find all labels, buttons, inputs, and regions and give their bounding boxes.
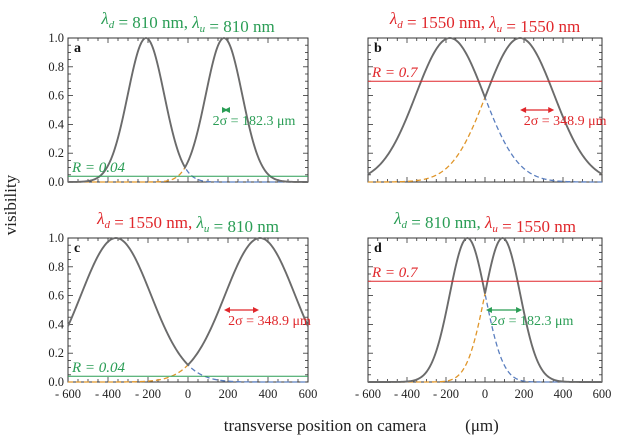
plot-frame [367, 37, 603, 183]
x-tick-label: 400 [259, 387, 278, 401]
y-tick-label: 0.6 [48, 89, 64, 103]
title-part: = 1550 nm [502, 17, 580, 36]
title-subscript: d [104, 219, 110, 231]
x-axis-unit: (μm) [465, 416, 499, 435]
title-part: λ [484, 213, 492, 232]
x-tick-label: 600 [593, 387, 612, 401]
r-threshold-label: R = 0.04 [71, 360, 126, 376]
r-threshold-label: R = 0.04 [71, 160, 126, 176]
width-annotation-label: 2σ = 348.9 μm [524, 114, 607, 129]
title-part: λ [196, 213, 204, 232]
title-part: λ [191, 13, 199, 32]
panel-title: λd = 810 nm, λu = 810 nm [100, 9, 274, 36]
gaussian-curve-blue [68, 37, 308, 183]
title-subscript: u [492, 223, 498, 235]
title-subscript: u [497, 23, 503, 35]
panel-title: λd = 810 nm, λu = 1550 nm [393, 209, 576, 236]
title-part: = 810 nm, [114, 13, 192, 32]
x-axis-label-text: transverse position on camera [224, 416, 427, 435]
title-part: = 1550 nm, [403, 13, 490, 32]
x-tick-label: - 600 [55, 387, 81, 401]
width-arrow-head-right [222, 107, 228, 113]
x-tick-label: 400 [554, 387, 573, 401]
gaussian-curve-orange [368, 37, 603, 183]
plot-frame [367, 237, 603, 383]
y-tick-label: 0.0 [48, 175, 64, 189]
title-subscript: u [200, 23, 206, 35]
title-part: λ [100, 9, 108, 28]
sum-curve-gray [367, 37, 603, 175]
width-arrow-head-left [485, 307, 492, 313]
y-tick-label: 0.6 [48, 289, 64, 303]
panel-a: 0.0 0.2 0.4 0.6 0.8 1.0 R = 0.04 a λd = 810 nm, … [48, 9, 309, 189]
panel-c: 0.0 0.2 0.4 0.6 0.8 1.0 - 600 - 400 - 200 0 200 400… [48, 209, 317, 401]
sum-curve-gray [368, 237, 602, 383]
title-subscript: d [401, 219, 407, 231]
y-tick-label: 0.2 [48, 346, 64, 360]
x-tick-label: 0 [185, 387, 191, 401]
x-tick-label: - 400 [95, 387, 121, 401]
y-tick-label: 0.2 [48, 146, 64, 160]
width-arrow-head-right [548, 107, 555, 113]
gaussian-curve-blue [368, 237, 602, 383]
sum-curve-gray [68, 37, 308, 183]
x-tick-label: - 400 [394, 387, 420, 401]
x-tick-label: - 200 [135, 387, 161, 401]
title-part: λ [389, 9, 397, 28]
x-tick-label: - 200 [433, 387, 459, 401]
width-arrow-head-left [520, 107, 527, 113]
title-subscript: u [204, 223, 210, 235]
panel-letter: d [374, 241, 382, 256]
y-tick-label: 0.4 [48, 317, 64, 331]
panel-title: λd = 1550 nm, λu = 810 nm [96, 209, 279, 236]
panel-title: λd = 1550 nm, λu = 1550 nm [389, 9, 580, 36]
gaussian-curve-orange [368, 237, 602, 383]
y-tick-label: 0.0 [48, 375, 64, 389]
y-tick-label: 0.8 [48, 60, 64, 74]
panels: 0.0 0.2 0.4 0.6 0.8 1.0 R = 0.04 a λd = 810 nm, … [48, 9, 611, 401]
width-annotation-label: 2σ = 348.9 μm [228, 314, 311, 329]
y-tick-label: 1.0 [48, 231, 64, 245]
gaussian-curve-blue [367, 37, 602, 183]
width-annotation-label: 2σ = 182.3 μm [491, 314, 574, 329]
x-tick-label: - 600 [355, 387, 381, 401]
r-threshold-label: R = 0.7 [371, 65, 419, 81]
panel-letter: a [74, 41, 81, 56]
y-tick-label: 0.4 [48, 117, 64, 131]
title-part: λ [488, 13, 496, 32]
panel-letter: b [374, 41, 382, 56]
title-part: = 810 nm, [407, 213, 485, 232]
width-arrow-head-right [253, 307, 259, 313]
title-part: = 1550 nm, [110, 213, 197, 232]
width-annotation-label: 2σ = 182.3 μm [213, 114, 296, 129]
y-tick-label: 1.0 [48, 31, 64, 45]
title-subscript: d [109, 19, 115, 31]
panel-letter: c [74, 241, 80, 256]
title-part: λ [96, 209, 104, 228]
x-tick-label: 200 [515, 387, 534, 401]
sum-curve-gray [67, 237, 309, 367]
x-tick-label: 0 [482, 387, 488, 401]
title-part: = 810 nm [205, 17, 275, 36]
width-arrow-head-left [224, 307, 230, 313]
r-threshold-label: R = 0.7 [371, 265, 419, 281]
x-axis-label: transverse position on camera (μm) [224, 416, 499, 435]
width-arrow-head-right [516, 307, 523, 313]
y-axis-label: visibility [1, 174, 20, 235]
title-subscript: d [397, 19, 403, 31]
x-tick-label: 600 [299, 387, 318, 401]
title-part: = 1550 nm [498, 217, 576, 236]
title-part: λ [393, 209, 401, 228]
title-part: = 810 nm [209, 217, 279, 236]
x-tick-label: 200 [219, 387, 238, 401]
y-tick-label: 0.8 [48, 260, 64, 274]
